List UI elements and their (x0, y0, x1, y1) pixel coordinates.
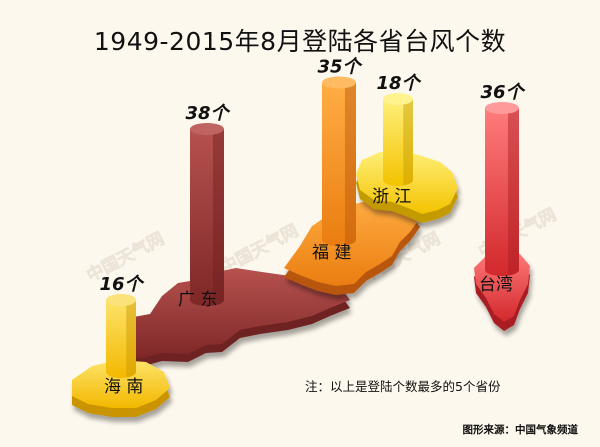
bar-广东 (190, 123, 224, 306)
footnote: 注：以上是登陆个数最多的5个省份 (305, 379, 501, 394)
value-label: 16个 (99, 274, 145, 295)
value-label: 38个 (185, 103, 231, 124)
chart-title: 1949-2015年8月登陆各省台风个数 (93, 27, 507, 56)
bar-shade (403, 99, 413, 186)
bar-cap (106, 294, 136, 306)
region-label: 台湾 (479, 275, 513, 295)
bar-浙江 (383, 93, 413, 186)
bar-台湾 (485, 102, 519, 276)
bar-cap (322, 76, 356, 89)
region-label: 福 建 (312, 243, 351, 263)
bar-body (383, 99, 413, 186)
bar-group (106, 76, 519, 378)
bar-cap (190, 123, 224, 135)
bar-body (485, 108, 519, 276)
bar-body (190, 129, 224, 306)
bar-福建 (322, 76, 356, 246)
region-guangdong (108, 268, 350, 366)
region-hainan (72, 360, 170, 417)
region-label: 广 东 (178, 290, 217, 310)
value-label: 35个 (317, 57, 363, 78)
value-label: 18个 (376, 73, 422, 94)
bar-shade (212, 129, 224, 306)
bar-海南 (106, 294, 136, 378)
bar-body (322, 82, 356, 246)
bar-body (106, 300, 136, 378)
region-label: 海 南 (104, 377, 143, 397)
value-label-group: 16个 38个 35个 18个 36个 (99, 57, 526, 296)
source-credit: 图形来源：中国气象频道 (462, 424, 579, 436)
bar-cap (383, 93, 413, 105)
value-label: 36个 (480, 82, 526, 103)
bar-shade (126, 300, 136, 378)
region-label: 浙 江 (372, 187, 411, 207)
bar-shade (507, 108, 519, 276)
bar-cap (485, 102, 519, 114)
region-label-group: 海 南 广 东 福 建 浙 江台湾 (104, 187, 513, 397)
bar-shade (344, 82, 356, 246)
